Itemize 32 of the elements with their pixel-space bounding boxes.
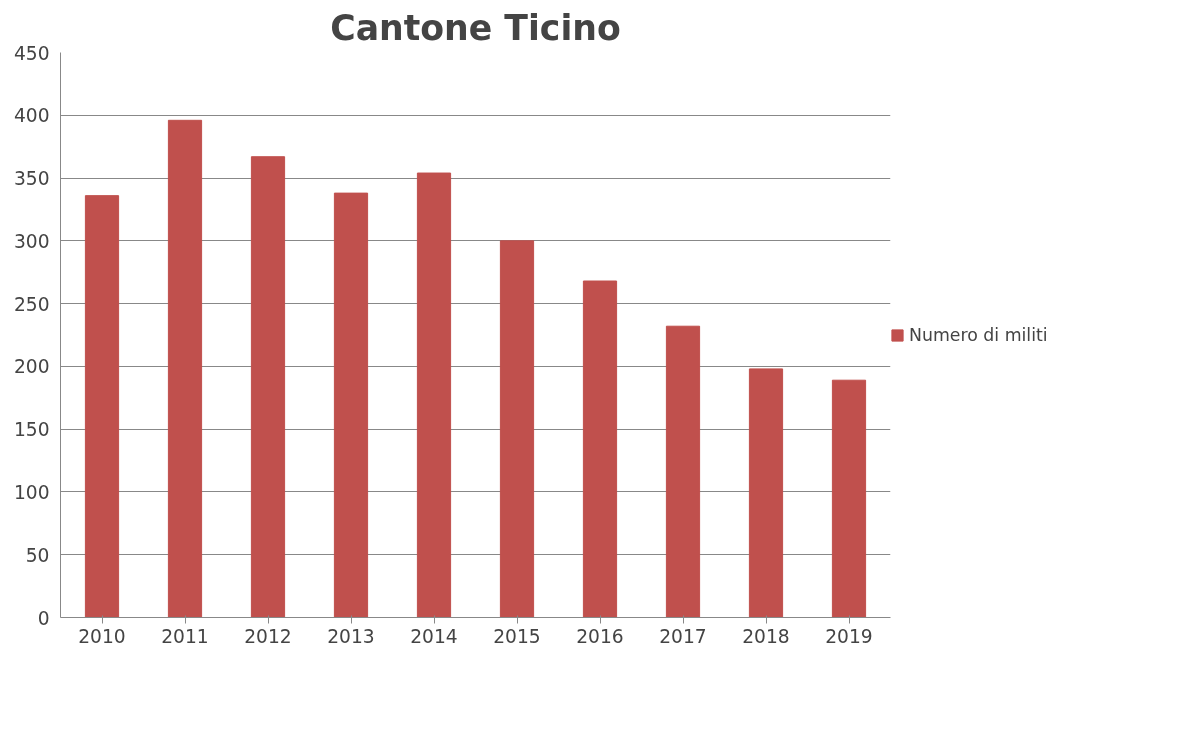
y-tick-label: 50: [25, 544, 50, 566]
y-tick-label: 400: [13, 105, 50, 127]
bar: [665, 325, 701, 618]
x-tick-label: 2010: [78, 625, 126, 647]
bar: [416, 172, 452, 618]
x-tick-label: 2019: [825, 625, 873, 647]
x-tick-label: 2018: [742, 625, 790, 647]
x-tick-label: 2015: [493, 625, 541, 647]
bar: [167, 119, 203, 618]
y-tick-label: 100: [13, 481, 50, 503]
y-tick-label: 350: [13, 168, 50, 190]
x-tick-label: 2013: [327, 625, 375, 647]
bar: [499, 240, 535, 618]
y-tick-label: 150: [13, 419, 50, 441]
legend-label: Numero di militi: [909, 324, 1048, 345]
x-tick-label: 2017: [659, 625, 707, 647]
y-tick-label: 200: [13, 356, 50, 378]
x-tick-label: 2012: [244, 625, 292, 647]
bar: [84, 195, 120, 618]
bar: [250, 156, 286, 618]
bar: [748, 368, 784, 618]
y-tick-label: 250: [13, 293, 50, 315]
y-tick-label: 0: [37, 607, 50, 629]
y-tick-label: 300: [13, 230, 50, 252]
chart-title: Cantone Ticino: [330, 7, 621, 48]
x-tick-label: 2011: [161, 625, 209, 647]
x-tick-label: 2014: [410, 625, 458, 647]
x-tick-label: 2016: [576, 625, 624, 647]
bar: [831, 379, 867, 618]
bar: [333, 192, 369, 618]
y-tick-label: 450: [13, 42, 50, 64]
bar: [582, 280, 618, 618]
